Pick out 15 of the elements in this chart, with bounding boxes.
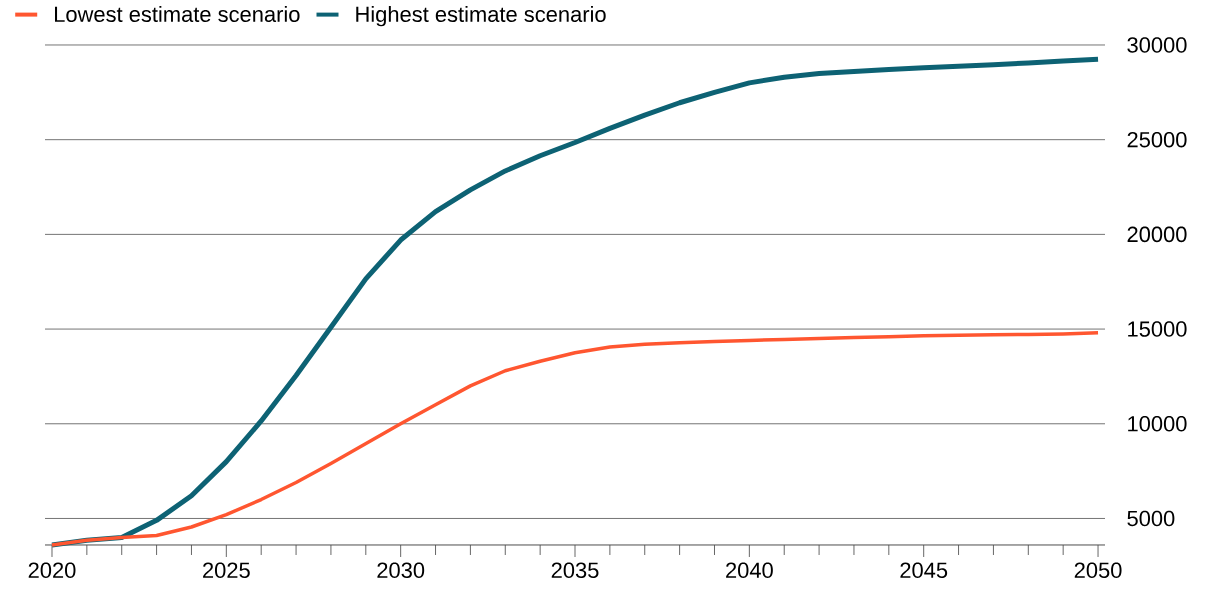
y-tick-label: 20000: [1127, 226, 1187, 243]
x-tick-label: 2030: [377, 562, 425, 579]
x-tick-label: 2050: [1074, 562, 1122, 579]
y-tick-label: 30000: [1127, 37, 1187, 53]
x-tick-label: 2040: [726, 562, 773, 579]
y-tick-label: 5000: [1127, 510, 1175, 527]
x-tick-label: 2035: [551, 562, 599, 579]
legend-label: Lowest estimate scenario: [55, 5, 300, 23]
y-tick-label: 10000: [1128, 416, 1187, 432]
x-tick-label: 2025: [203, 562, 250, 579]
x-tick-label: 2020: [28, 562, 76, 579]
y-tick-label: 15000: [1128, 321, 1187, 337]
y-tick-label: 25000: [1127, 131, 1187, 148]
legend-label: Highest estimate scenario: [356, 5, 606, 27]
x-tick-label: 2045: [900, 562, 948, 579]
